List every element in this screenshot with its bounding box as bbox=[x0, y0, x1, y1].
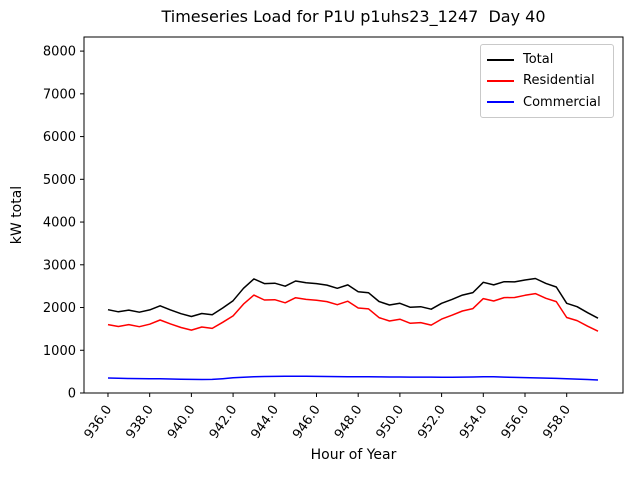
x-tick-label: 948.0 bbox=[332, 403, 366, 442]
legend-line-residential-icon bbox=[487, 79, 514, 82]
x-axis-label: Hour of Year bbox=[310, 447, 397, 463]
x-tick-label: 944.0 bbox=[248, 403, 282, 442]
x-tick-label: 942.0 bbox=[207, 403, 241, 442]
x-tick-label: 936.0 bbox=[82, 403, 116, 442]
y-tick-label: 3000 bbox=[43, 258, 76, 273]
y-axis-label: kW total bbox=[9, 185, 25, 245]
legend: Total Residential Commercial bbox=[480, 44, 614, 118]
legend-label-total: Total bbox=[523, 52, 554, 68]
x-tick-label: 954.0 bbox=[457, 403, 491, 442]
legend-label-commercial: Commercial bbox=[523, 94, 601, 110]
x-tick-label: 946.0 bbox=[290, 403, 324, 442]
x-tick-label: 952.0 bbox=[415, 403, 449, 442]
x-tick-label: 938.0 bbox=[123, 403, 157, 442]
legend-item-total: Total bbox=[487, 53, 607, 66]
y-tick-label: 7000 bbox=[43, 87, 76, 102]
legend-line-total-icon bbox=[487, 58, 514, 61]
x-tick-label: 950.0 bbox=[374, 403, 408, 442]
legend-line-commercial-icon bbox=[487, 101, 514, 104]
series-line-residential bbox=[107, 292, 599, 332]
legend-item-residential: Residential bbox=[487, 74, 607, 87]
series-line-total bbox=[107, 277, 599, 319]
legend-label-residential: Residential bbox=[523, 73, 595, 89]
series-line-commercial bbox=[107, 375, 599, 381]
x-tick-label: 958.0 bbox=[540, 403, 574, 442]
legend-item-commercial: Commercial bbox=[487, 96, 607, 109]
y-tick-label: 0 bbox=[68, 387, 76, 402]
y-tick-label: 1000 bbox=[43, 344, 76, 359]
y-tick-label: 4000 bbox=[43, 216, 76, 231]
y-tick-label: 8000 bbox=[43, 45, 76, 60]
x-tick-label: 940.0 bbox=[165, 403, 199, 442]
y-tick-label: 6000 bbox=[43, 130, 76, 145]
y-tick-label: 5000 bbox=[43, 173, 76, 188]
axes-frame bbox=[83, 36, 624, 394]
chart-title: Timeseries Load for P1U p1uhs23_1247 Day… bbox=[161, 7, 546, 26]
y-tick-label: 2000 bbox=[43, 301, 76, 316]
x-tick-label: 956.0 bbox=[499, 403, 533, 442]
